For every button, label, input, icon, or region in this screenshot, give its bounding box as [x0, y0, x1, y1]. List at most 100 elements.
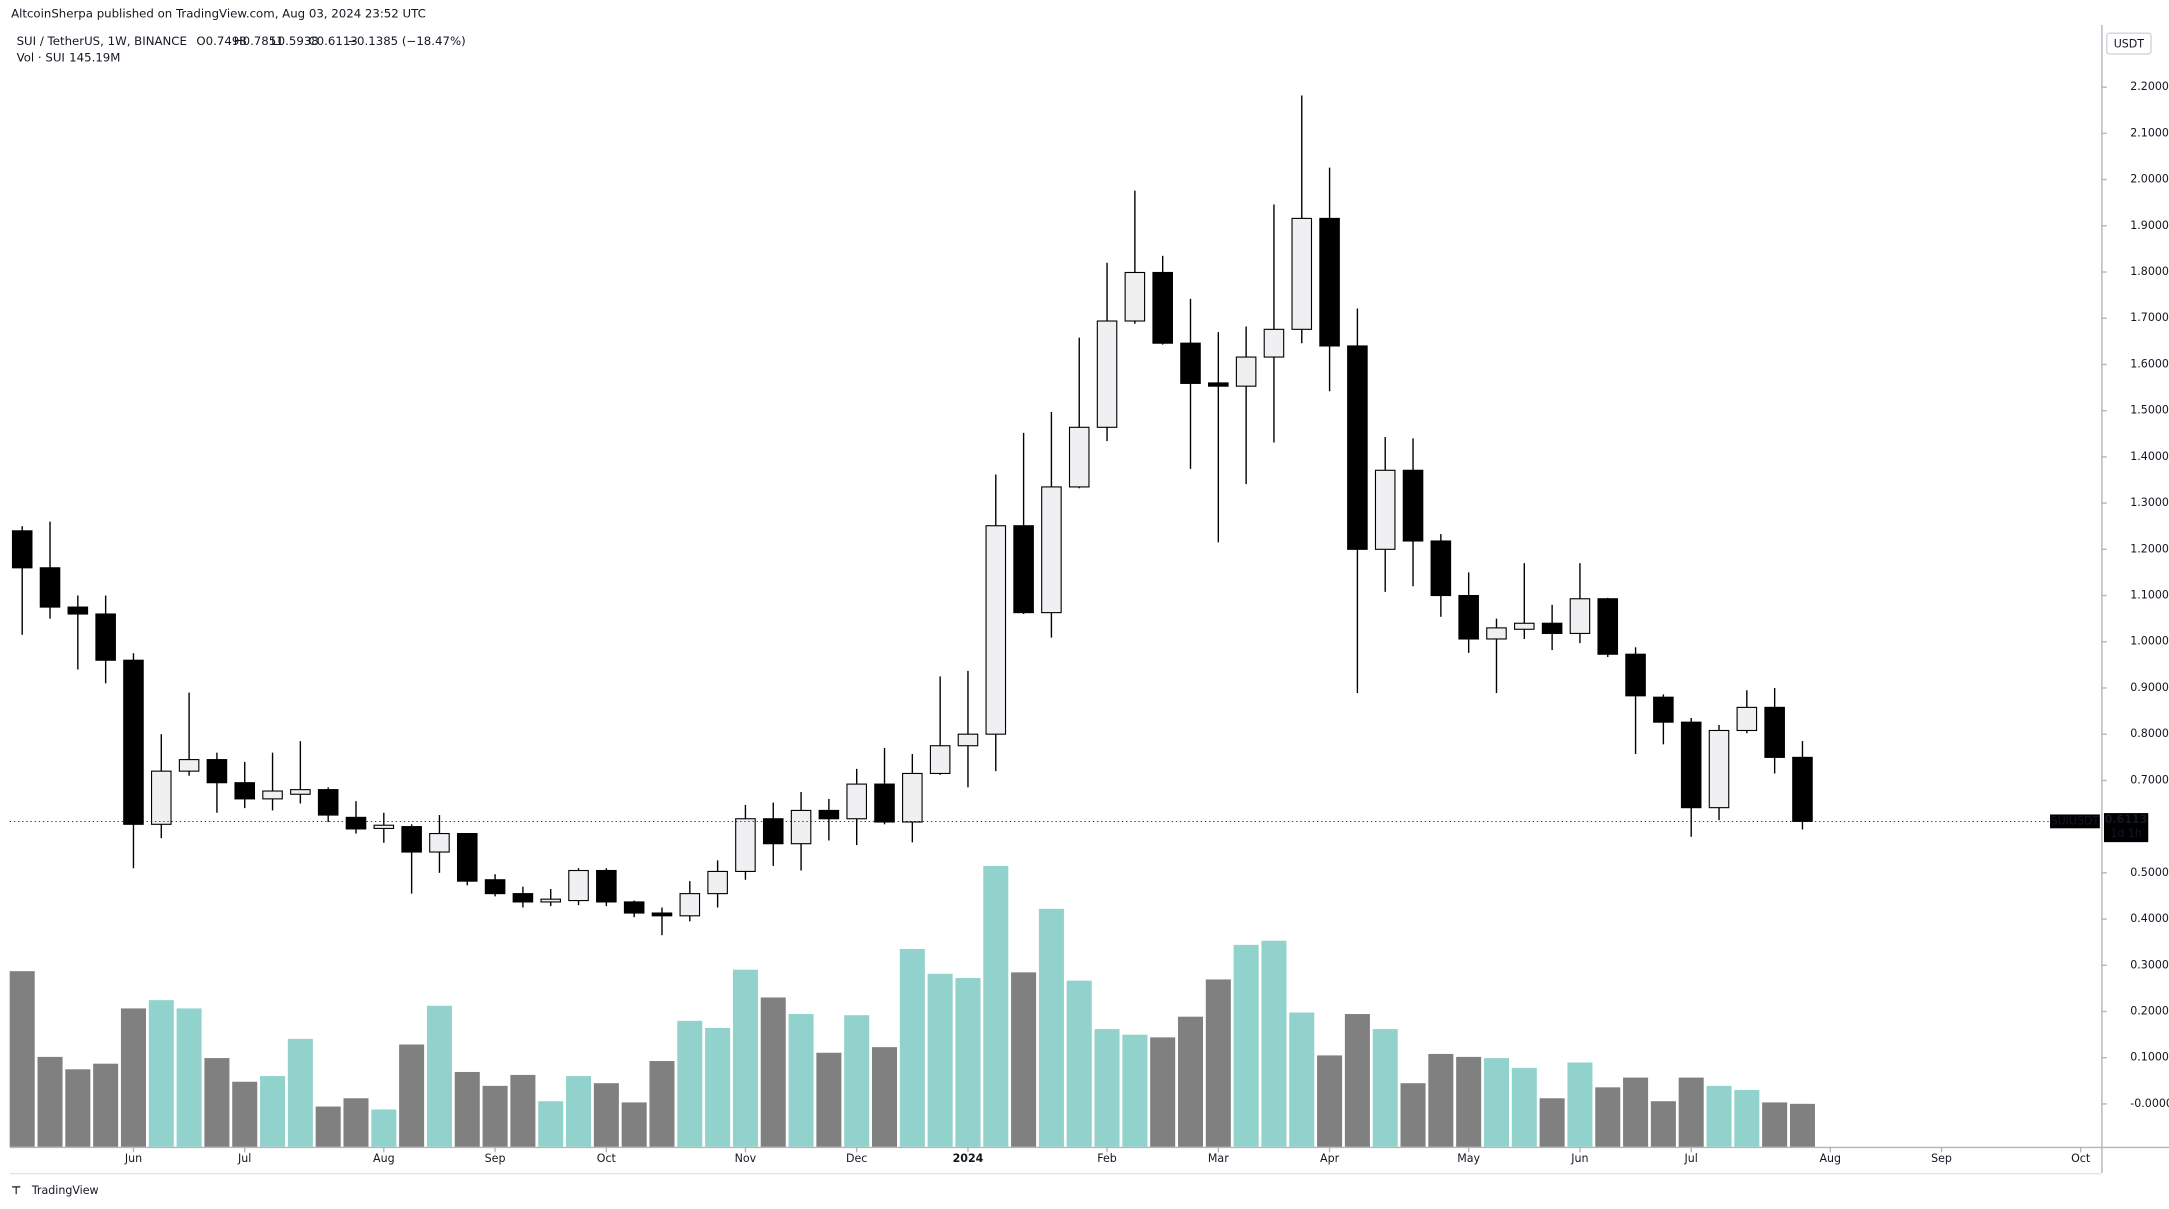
symbol: SUI / TetherUS, 1W, BINANCE	[17, 34, 187, 48]
volume-bar	[649, 1061, 675, 1147]
x-tick-label: Aug	[373, 1152, 395, 1165]
candle-body	[1625, 653, 1646, 697]
volume-bar	[315, 1106, 341, 1147]
candle-body	[902, 772, 923, 823]
y-tick-label: 0.2000	[2130, 1004, 2169, 1017]
candle-body	[206, 759, 228, 784]
candle-body	[1041, 486, 1062, 614]
candle-body	[1124, 271, 1146, 322]
candle-body	[1068, 426, 1090, 488]
y-tick-label: 1.1000	[2130, 589, 2169, 602]
y-tick-label: 1.0000	[2130, 635, 2169, 648]
y-tick-label: 2.0000	[2130, 173, 2169, 186]
candle-body	[568, 869, 589, 902]
low: L0.5938	[271, 34, 319, 48]
candle-body	[1402, 469, 1424, 542]
candle-body	[1430, 540, 1452, 597]
volume-bar	[705, 1027, 731, 1147]
candle-body	[1458, 594, 1479, 640]
candle-body	[985, 525, 1007, 735]
candle-body	[1013, 525, 1034, 614]
x-tick-label: Sep	[485, 1152, 506, 1165]
currency-button[interactable]	[2106, 32, 2152, 55]
volume-bar	[93, 1063, 119, 1147]
volume-bar	[983, 865, 1009, 1147]
volume-bar	[1261, 940, 1287, 1147]
y-tick-label: 1.4000	[2130, 450, 2169, 463]
volume-bar	[566, 1076, 592, 1147]
candle-body	[790, 809, 812, 845]
x-tick-label: Mar	[1208, 1152, 1229, 1165]
y-tick-label: 1.2000	[2130, 542, 2169, 555]
change: −0.1385 (−18.47%)	[347, 34, 466, 48]
candle-body	[345, 816, 367, 830]
volume-bar	[621, 1102, 647, 1147]
volume-bar	[1650, 1101, 1676, 1147]
candle-body	[456, 832, 478, 882]
volume-bar	[760, 997, 786, 1147]
candle-body	[679, 893, 701, 917]
volume-bar	[1289, 1012, 1315, 1147]
volume-bar	[482, 1085, 508, 1147]
candle-body	[651, 912, 673, 917]
candle-body	[1486, 627, 1507, 640]
volume-bar	[1011, 972, 1037, 1147]
x-tick-label: Jun	[124, 1152, 142, 1165]
candle-body	[512, 893, 534, 903]
volume-bar	[510, 1074, 536, 1147]
volume-bar	[677, 1020, 703, 1147]
candle-body	[957, 733, 979, 747]
volume-bar	[1177, 1016, 1204, 1147]
logo-mark: ⊤	[11, 1184, 21, 1197]
volume-bar	[1317, 1055, 1343, 1147]
volume-bar	[844, 1015, 870, 1147]
candle-body	[1096, 320, 1118, 428]
y-tick-label: 0.7000	[2130, 773, 2169, 786]
candle-body	[1736, 706, 1758, 732]
volume-bar	[1762, 1102, 1788, 1147]
candle-body	[1291, 217, 1313, 330]
candle-body	[1569, 598, 1591, 634]
volume-bar	[1734, 1089, 1760, 1147]
volume-bar	[1233, 944, 1259, 1147]
volume-bar	[1066, 980, 1092, 1147]
y-tick-label: 0.4000	[2130, 912, 2169, 925]
candle-body	[1263, 328, 1285, 358]
candle-body	[540, 898, 562, 903]
x-tick-label: Feb	[1097, 1152, 1117, 1165]
volume-bar	[343, 1098, 369, 1147]
x-tick-label: Jun	[1570, 1152, 1588, 1165]
candle-body	[1708, 729, 1730, 809]
volume-bar	[37, 1056, 63, 1147]
volume-bar	[232, 1081, 258, 1147]
currency[interactable]: USDT	[2114, 37, 2145, 50]
symbol-tag	[2050, 814, 2100, 829]
volume-bar	[538, 1101, 564, 1147]
x-tick-label: Oct	[2071, 1152, 2091, 1165]
volume-bar	[1678, 1077, 1704, 1147]
candle-body	[818, 809, 840, 820]
y-tick-label: 1.6000	[2130, 357, 2169, 370]
y-tick-label: 1.5000	[2130, 404, 2169, 417]
y-tick-label: 2.1000	[2130, 126, 2169, 139]
volume-bar	[1150, 1037, 1176, 1147]
candle-body	[762, 818, 784, 845]
candle-body	[317, 789, 339, 816]
volume-bar	[1706, 1085, 1732, 1147]
volume-bar	[927, 973, 953, 1147]
volume-bar	[955, 977, 981, 1147]
candle-body	[290, 789, 311, 795]
high: H0.7851	[234, 34, 284, 48]
volume-bar	[1205, 979, 1231, 1147]
y-tick-label: 1.8000	[2130, 265, 2169, 278]
x-tick-label: 2024	[953, 1152, 984, 1165]
x-tick-label: Sep	[1931, 1152, 1952, 1165]
y-tick-label: 0.1000	[2130, 1051, 2169, 1064]
volume-bar	[1789, 1103, 1815, 1147]
candle-body	[1235, 356, 1257, 387]
volume-bar	[120, 1008, 146, 1147]
candle-body	[1208, 382, 1229, 387]
candle-body	[596, 869, 617, 903]
